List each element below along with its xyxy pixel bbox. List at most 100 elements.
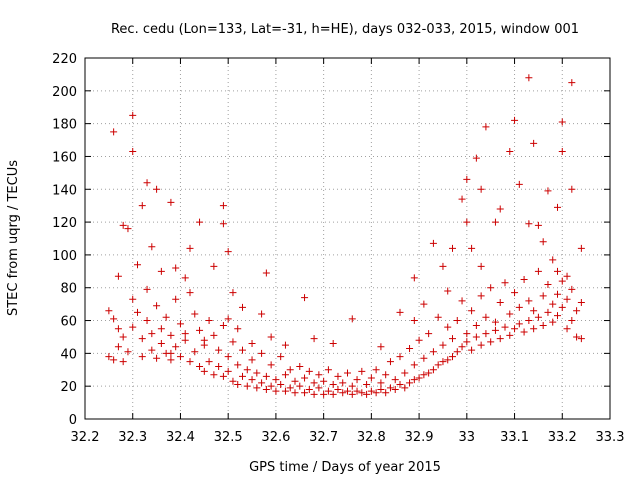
data-point xyxy=(153,185,161,193)
data-point xyxy=(119,358,127,366)
data-point xyxy=(186,244,194,252)
data-point xyxy=(544,308,552,316)
data-point xyxy=(477,341,485,349)
data-point xyxy=(277,381,285,389)
data-point xyxy=(554,203,561,211)
data-point xyxy=(167,331,175,339)
y-tick-label: 200 xyxy=(52,85,77,100)
data-point xyxy=(544,187,552,195)
data-point xyxy=(229,338,237,346)
data-point xyxy=(444,323,452,331)
data-point xyxy=(401,384,409,392)
data-point xyxy=(310,335,318,343)
data-point xyxy=(391,376,399,384)
x-tick-label: 33.2 xyxy=(548,430,577,445)
data-point xyxy=(334,385,342,393)
data-point xyxy=(234,325,242,333)
data-point xyxy=(334,372,342,380)
data-point xyxy=(429,366,437,374)
data-point xyxy=(515,320,523,328)
data-point xyxy=(181,330,189,338)
data-point xyxy=(200,336,208,344)
x-tick-label: 32.7 xyxy=(309,430,338,445)
data-point xyxy=(296,382,304,390)
data-point xyxy=(439,358,447,366)
grid-lines xyxy=(85,58,610,419)
data-point xyxy=(491,326,499,334)
data-point xyxy=(224,367,232,375)
data-point xyxy=(472,154,480,162)
data-point xyxy=(181,336,189,344)
data-point xyxy=(143,317,151,325)
data-point xyxy=(114,272,122,280)
data-point xyxy=(267,382,275,390)
data-point xyxy=(224,248,232,256)
data-point xyxy=(210,371,218,379)
data-point xyxy=(420,371,428,379)
data-point xyxy=(200,367,208,375)
data-point xyxy=(525,297,533,305)
data-point xyxy=(210,262,218,270)
data-point xyxy=(134,261,141,269)
data-point xyxy=(248,356,256,364)
data-point xyxy=(219,220,227,228)
data-point xyxy=(258,379,266,387)
data-point xyxy=(172,343,180,351)
data-point xyxy=(415,374,423,382)
data-point xyxy=(153,302,161,310)
data-point xyxy=(491,318,499,326)
data-point xyxy=(224,315,232,323)
data-point xyxy=(215,346,223,354)
data-point xyxy=(277,353,285,361)
data-point xyxy=(568,285,576,293)
data-point xyxy=(396,353,404,361)
x-tick-label: 33.1 xyxy=(500,430,529,445)
data-point xyxy=(496,298,504,306)
data-point xyxy=(348,390,356,398)
data-point xyxy=(415,336,423,344)
data-point xyxy=(372,389,380,397)
data-point xyxy=(176,320,184,328)
data-point xyxy=(134,308,141,316)
data-point xyxy=(215,362,223,370)
data-point xyxy=(129,111,137,119)
data-point xyxy=(219,372,227,380)
data-point xyxy=(558,148,566,156)
data-point xyxy=(558,118,566,126)
data-point xyxy=(406,379,414,387)
data-point xyxy=(281,341,289,349)
data-point xyxy=(301,294,309,302)
data-point xyxy=(267,333,275,341)
data-point xyxy=(449,353,456,361)
data-point xyxy=(243,366,251,374)
data-point xyxy=(425,330,433,338)
data-point xyxy=(530,325,538,333)
data-point xyxy=(358,367,366,375)
data-point xyxy=(472,333,480,341)
data-point xyxy=(386,384,394,392)
data-point xyxy=(219,202,227,210)
y-tick-label: 160 xyxy=(52,150,77,165)
data-point xyxy=(554,267,561,275)
data-point xyxy=(363,390,371,398)
data-point xyxy=(496,335,504,343)
data-point xyxy=(205,358,213,366)
data-point xyxy=(425,369,433,377)
data-point xyxy=(310,379,318,387)
x-tick-label: 32.8 xyxy=(357,430,386,445)
data-point xyxy=(444,287,452,295)
data-point xyxy=(549,300,557,308)
data-point xyxy=(525,220,533,228)
data-point xyxy=(191,348,199,356)
data-point xyxy=(501,279,509,287)
data-point xyxy=(324,387,332,395)
data-point xyxy=(358,389,366,397)
data-point xyxy=(568,317,576,325)
data-point xyxy=(234,381,242,389)
chart-title: Rec. cedu (Lon=133, Lat=-31, h=HE), days… xyxy=(111,22,579,37)
data-point xyxy=(301,374,309,382)
data-point xyxy=(577,298,585,306)
data-point xyxy=(563,272,571,280)
data-point xyxy=(291,389,299,397)
